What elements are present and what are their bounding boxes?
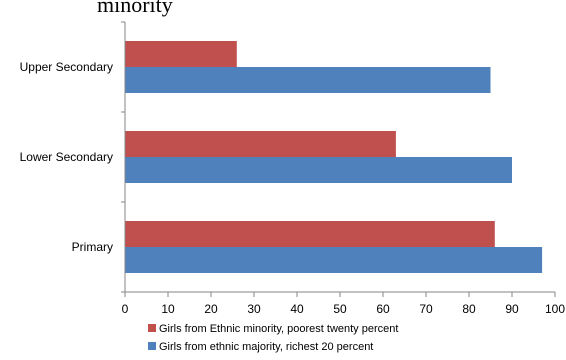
chart-title: minority [97,0,173,17]
bar-primary-series-1 [125,221,495,247]
x-tick-label: 30 [247,302,261,316]
x-tick-label: 0 [122,302,129,316]
x-tick-label: 20 [204,302,218,316]
bar-upper-secondary-series-1 [125,41,237,67]
legend-label: Girls from ethnic majority, richest 20 p… [159,341,373,353]
x-tick-label: 70 [419,302,433,316]
category-label: Primary [72,240,113,254]
x-tick-label: 90 [505,302,519,316]
x-tick-label: 10 [161,302,175,316]
bar-lower-secondary-series-2 [125,157,512,183]
x-tick-label: 50 [333,302,347,316]
legend-swatch [148,342,156,350]
bar-primary-series-2 [125,247,543,273]
bars-group [125,41,543,273]
x-tick-label: 40 [290,302,304,316]
legend: Girls from Ethnic minority, poorest twen… [148,323,398,353]
bar-lower-secondary-series-1 [125,131,396,157]
axes-group: Upper Secondary Lower Secondary Primary 0 10… [20,21,565,316]
x-tick-label: 100 [545,302,565,316]
category-label: Upper Secondary [20,60,113,74]
category-label: Lower Secondary [20,150,113,164]
x-tick-label: 60 [376,302,390,316]
legend-swatch [148,324,156,332]
x-tick-label: 80 [462,302,476,316]
bar-upper-secondary-series-2 [125,67,491,93]
legend-label: Girls from Ethnic minority, poorest twen… [159,323,398,335]
